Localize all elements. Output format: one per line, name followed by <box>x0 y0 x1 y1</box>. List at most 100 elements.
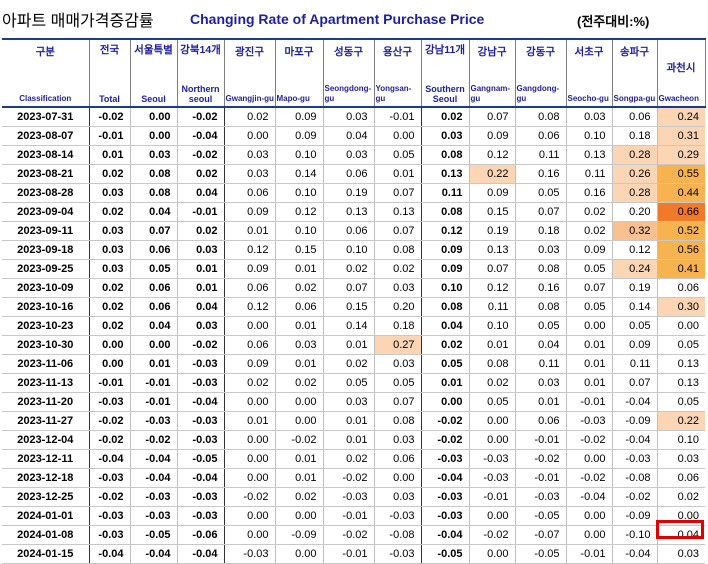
table-cell[interactable]: 0.03 <box>373 487 421 507</box>
table-cell[interactable]: -0.03 <box>373 506 421 526</box>
table-cell[interactable]: 0.00 <box>274 392 323 412</box>
table-cell[interactable]: -0.02 <box>565 430 612 450</box>
table-cell[interactable]: -0.07 <box>514 525 566 545</box>
table-cell[interactable]: -0.04 <box>611 544 657 564</box>
table-cell[interactable]: 0.03 <box>373 354 421 374</box>
table-cell[interactable]: 0.12 <box>611 240 657 260</box>
table-cell[interactable]: 0.12 <box>223 240 275 260</box>
table-cell[interactable]: 0.02 <box>373 259 421 279</box>
table-cell[interactable]: 0.02 <box>274 487 323 507</box>
table-cell[interactable]: 0.18 <box>611 126 657 146</box>
table-cell[interactable]: 0.07 <box>129 221 177 241</box>
table-cell[interactable]: 0.22 <box>468 164 515 184</box>
table-cell[interactable]: 0.07 <box>322 278 374 298</box>
table-cell[interactable]: -0.01 <box>565 392 612 412</box>
table-cell[interactable]: 0.07 <box>373 183 421 203</box>
table-cell[interactable]: 0.05 <box>656 392 705 412</box>
table-cell[interactable]: 0.05 <box>373 373 421 393</box>
table-cell[interactable]: -0.08 <box>611 468 657 488</box>
table-cell[interactable]: 0.03 <box>223 145 275 165</box>
table-cell[interactable]: 0.11 <box>420 183 469 203</box>
table-cell[interactable]: -0.02 <box>176 145 224 165</box>
table-cell[interactable]: -0.03 <box>223 544 275 564</box>
table-cell[interactable]: -0.10 <box>611 525 657 545</box>
table-cell[interactable]: 0.00 <box>274 544 323 564</box>
table-cell[interactable]: 0.24 <box>656 107 705 127</box>
table-cell[interactable]: -0.03 <box>88 506 130 526</box>
table-cell[interactable]: 0.03 <box>514 373 566 393</box>
table-cell[interactable]: 0.22 <box>656 411 705 431</box>
table-cell[interactable]: 0.01 <box>373 164 421 184</box>
table-cell[interactable]: 0.05 <box>565 259 612 279</box>
table-cell[interactable]: 0.08 <box>468 354 515 374</box>
table-cell[interactable]: 0.08 <box>514 259 566 279</box>
table-cell[interactable]: 0.03 <box>656 449 705 469</box>
table-cell[interactable]: -0.02 <box>322 468 374 488</box>
table-cell[interactable]: 0.01 <box>274 449 323 469</box>
table-cell[interactable]: -0.03 <box>176 430 224 450</box>
table-cell[interactable]: 0.27 <box>373 335 421 355</box>
table-cell[interactable]: 0.11 <box>468 297 515 317</box>
table-cell[interactable]: 0.12 <box>468 278 515 298</box>
table-cell[interactable]: 0.00 <box>223 525 275 545</box>
table-cell[interactable]: -0.04 <box>129 449 177 469</box>
table-cell[interactable]: -0.02 <box>565 468 612 488</box>
table-cell[interactable]: 0.02 <box>176 164 224 184</box>
table-cell[interactable]: 0.10 <box>274 221 323 241</box>
table-cell[interactable]: 0.01 <box>274 316 323 336</box>
table-cell[interactable]: -0.02 <box>176 335 224 355</box>
table-cell[interactable]: -0.02 <box>129 430 177 450</box>
table-cell[interactable]: 0.00 <box>88 335 130 355</box>
table-cell[interactable]: 0.07 <box>468 107 515 127</box>
table-cell[interactable]: 0.01 <box>565 335 612 355</box>
table-cell[interactable]: 0.11 <box>611 354 657 374</box>
table-cell[interactable]: -0.03 <box>420 487 469 507</box>
table-cell[interactable]: -0.03 <box>565 411 612 431</box>
table-cell[interactable]: 0.01 <box>176 278 224 298</box>
table-cell[interactable]: 0.00 <box>373 468 421 488</box>
table-cell[interactable]: -0.03 <box>88 468 130 488</box>
table-cell[interactable]: -0.05 <box>514 544 566 564</box>
table-cell[interactable]: -0.01 <box>373 107 421 127</box>
table-cell[interactable]: 0.13 <box>322 202 374 222</box>
table-cell[interactable]: -0.03 <box>88 525 130 545</box>
table-cell[interactable]: 0.00 <box>129 126 177 146</box>
table-cell[interactable]: -0.01 <box>514 468 566 488</box>
table-cell[interactable]: -0.01 <box>514 430 566 450</box>
table-cell[interactable]: 0.06 <box>129 240 177 260</box>
table-cell[interactable]: 0.12 <box>420 221 469 241</box>
table-cell[interactable]: 0.03 <box>129 145 177 165</box>
table-cell[interactable]: -0.03 <box>176 487 224 507</box>
table-cell[interactable]: -0.03 <box>514 487 566 507</box>
table-cell[interactable]: 0.02 <box>274 373 323 393</box>
table-cell[interactable]: 0.02 <box>420 107 469 127</box>
table-cell[interactable]: 0.02 <box>656 487 705 507</box>
table-cell[interactable]: 0.02 <box>88 316 130 336</box>
table-cell[interactable]: 0.00 <box>223 392 275 412</box>
table-cell[interactable]: 0.16 <box>514 278 566 298</box>
table-cell[interactable]: 0.03 <box>514 240 566 260</box>
table-cell[interactable]: 0.00 <box>223 430 275 450</box>
table-cell[interactable]: 0.07 <box>468 259 515 279</box>
table-cell[interactable]: -0.05 <box>420 544 469 564</box>
table-cell[interactable]: 0.11 <box>565 164 612 184</box>
table-cell[interactable]: 0.01 <box>274 259 323 279</box>
table-cell[interactable]: 0.07 <box>373 221 421 241</box>
table-cell[interactable]: -0.01 <box>88 373 130 393</box>
table-cell[interactable]: 0.13 <box>468 240 515 260</box>
table-cell[interactable]: -0.02 <box>176 107 224 127</box>
table-cell[interactable]: 0.02 <box>468 373 515 393</box>
table-cell[interactable]: 0.03 <box>322 107 374 127</box>
table-cell[interactable]: 0.06 <box>514 126 566 146</box>
table-cell[interactable]: -0.09 <box>611 506 657 526</box>
table-cell[interactable]: -0.01 <box>322 544 374 564</box>
table-cell[interactable]: 0.14 <box>322 316 374 336</box>
table-cell[interactable]: -0.04 <box>129 544 177 564</box>
table-cell[interactable]: 0.12 <box>468 145 515 165</box>
table-cell[interactable]: 0.08 <box>420 145 469 165</box>
table-cell[interactable]: -0.03 <box>176 506 224 526</box>
table-cell[interactable]: 0.00 <box>274 411 323 431</box>
table-cell[interactable]: -0.02 <box>223 487 275 507</box>
table-cell[interactable]: 0.00 <box>223 506 275 526</box>
table-cell[interactable]: 0.07 <box>514 202 566 222</box>
